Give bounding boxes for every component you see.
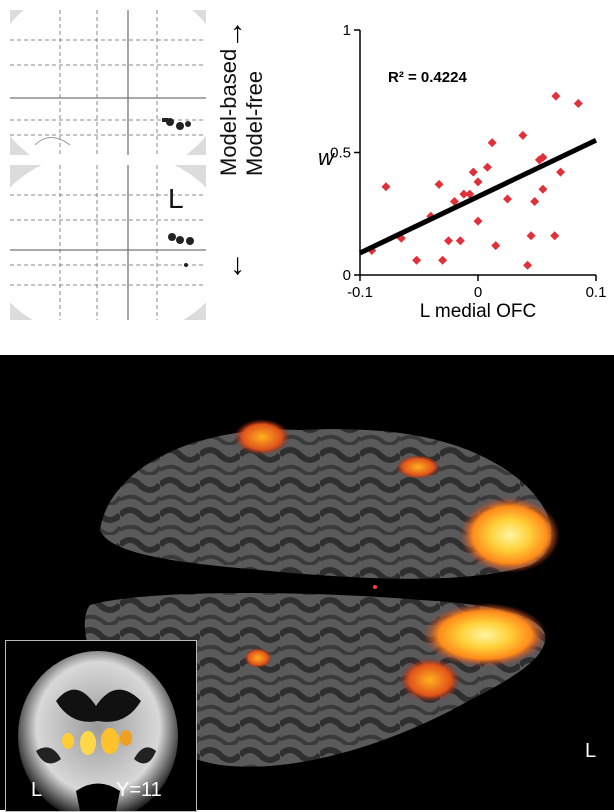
y-axis-label: w (318, 145, 336, 170)
coronal-slice-label: Y=11 (116, 779, 162, 801)
scatter-point (438, 255, 448, 265)
activation-frontal-upper (460, 497, 560, 573)
x-tick-label: 0.1 (586, 284, 607, 301)
scatter-point (573, 99, 583, 108)
scatter-point (523, 260, 533, 270)
scatter-point (550, 231, 560, 241)
scatter-point (396, 233, 406, 243)
activation-posterior-lower (244, 648, 272, 668)
scatter-point (491, 241, 501, 251)
y-tick-label: 0.5 (330, 145, 351, 162)
activation-ventral-lower (400, 658, 460, 702)
y-tick-label: 1 (343, 22, 351, 39)
coronal-side-label: L (31, 779, 43, 801)
glass-brain-coronal-view: L (10, 165, 206, 320)
scatter-point (482, 162, 492, 172)
y-tick-label: 0 (343, 267, 351, 284)
coronal-slice-inset: L Y=11 (5, 640, 197, 812)
scatter-point (455, 236, 465, 246)
scatter-point (459, 189, 469, 199)
scatter-point (530, 197, 540, 206)
x-axis-label: L medial OFC (420, 301, 537, 322)
arrow-up-icon: ↑ (230, 16, 245, 49)
model-direction-legend: ↑ Model-based Model-free ↓ (214, 18, 284, 288)
scatter-point (538, 184, 548, 194)
surface-hemisphere-label: L (585, 740, 597, 762)
scatter-plot: 00.51-0.1 0 0.1 R² = 0.4224 w L medial OFC (318, 22, 607, 322)
scatter-point (538, 152, 548, 162)
scatter-point (487, 138, 497, 148)
scatter-point (473, 177, 483, 187)
scatter-point (434, 179, 444, 189)
r-squared-annotation: R² = 0.4224 (388, 69, 467, 86)
hemisphere-label: L (168, 183, 184, 214)
scatter-point (444, 236, 453, 246)
scatter-point (468, 167, 478, 177)
x-tick-label: 0 (474, 284, 482, 301)
regression-line (358, 137, 598, 256)
scatter-point (449, 197, 459, 206)
activation-superior-upper (234, 419, 290, 455)
scatter-point (556, 167, 566, 177)
arrow-down-icon: ↓ (230, 248, 245, 281)
glass-brain-axial-view (10, 10, 206, 155)
model-free-label: Model-free (242, 70, 267, 176)
x-tick-label: -0.1 (347, 284, 373, 301)
scatter-point (465, 189, 475, 199)
scatter-point (412, 255, 422, 265)
scatter-point (503, 194, 512, 204)
activation-central-upper (396, 455, 440, 479)
glass-brain-panel: L (10, 10, 206, 320)
activation-frontal-lower (423, 603, 547, 667)
scatter-point (526, 231, 536, 241)
inflated-brain-surface-panel: L L Y=11 (0, 355, 614, 812)
scatter-point (473, 216, 483, 226)
scatter-point (381, 182, 391, 192)
scatter-point (518, 130, 528, 140)
scatter-point (551, 91, 561, 101)
model-based-label: Model-based (216, 48, 241, 176)
